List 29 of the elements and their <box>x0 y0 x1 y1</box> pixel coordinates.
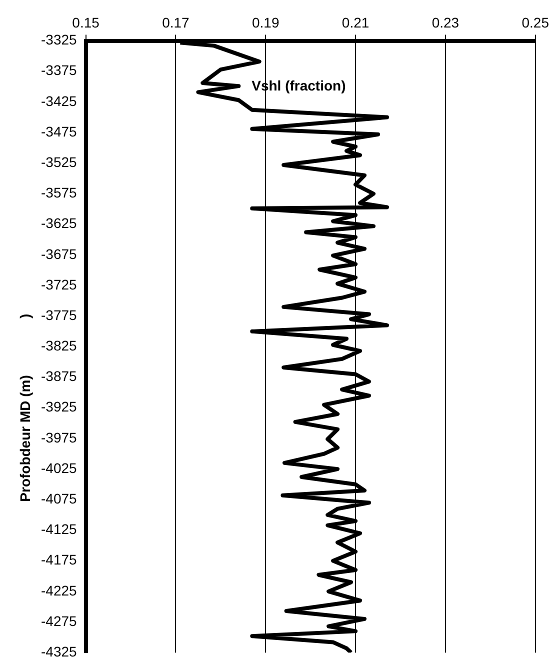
y-tick-label: -3725 <box>40 276 78 292</box>
y-tick-label: -3525 <box>40 154 78 170</box>
y-tick-label: -3925 <box>40 398 78 415</box>
y-tick-label: -3975 <box>40 429 78 446</box>
y-tick-label: -3775 <box>40 306 78 323</box>
y-tick-label: -4025 <box>40 460 78 476</box>
y-tick-label: -4075 <box>40 490 78 507</box>
y-tick-label: -3625 <box>40 215 78 232</box>
y-tick-label: -3825 <box>40 338 78 354</box>
y-tick-label: -3475 <box>40 123 78 140</box>
x-tick-label: 0.17 <box>162 14 190 30</box>
x-tick-label: 0.21 <box>342 14 370 30</box>
y-tick-label: -4125 <box>40 521 78 538</box>
y-tick-label: -4325 <box>40 643 78 660</box>
x-tick-label: 0.15 <box>72 14 100 30</box>
y-tick-label: -3675 <box>40 246 78 262</box>
x-tick-label: 0.25 <box>522 14 550 30</box>
y-tick-label: -3575 <box>40 184 78 201</box>
y-tick-label: -3325 <box>40 32 78 48</box>
y-tick-label: -4175 <box>40 552 78 568</box>
y-tick-label: -3875 <box>40 368 78 384</box>
x-tick-label: 0.19 <box>252 14 280 30</box>
y-tick-label: -4275 <box>40 612 78 629</box>
text: ) <box>16 314 33 318</box>
y-tick-label: -4225 <box>40 582 78 598</box>
y-axis-title: Profobdeur MD (m) <box>16 375 33 502</box>
x-tick-label: 0.23 <box>432 14 460 30</box>
y-tick-label: -3375 <box>40 62 78 78</box>
y-tick-label: -3425 <box>40 92 78 109</box>
